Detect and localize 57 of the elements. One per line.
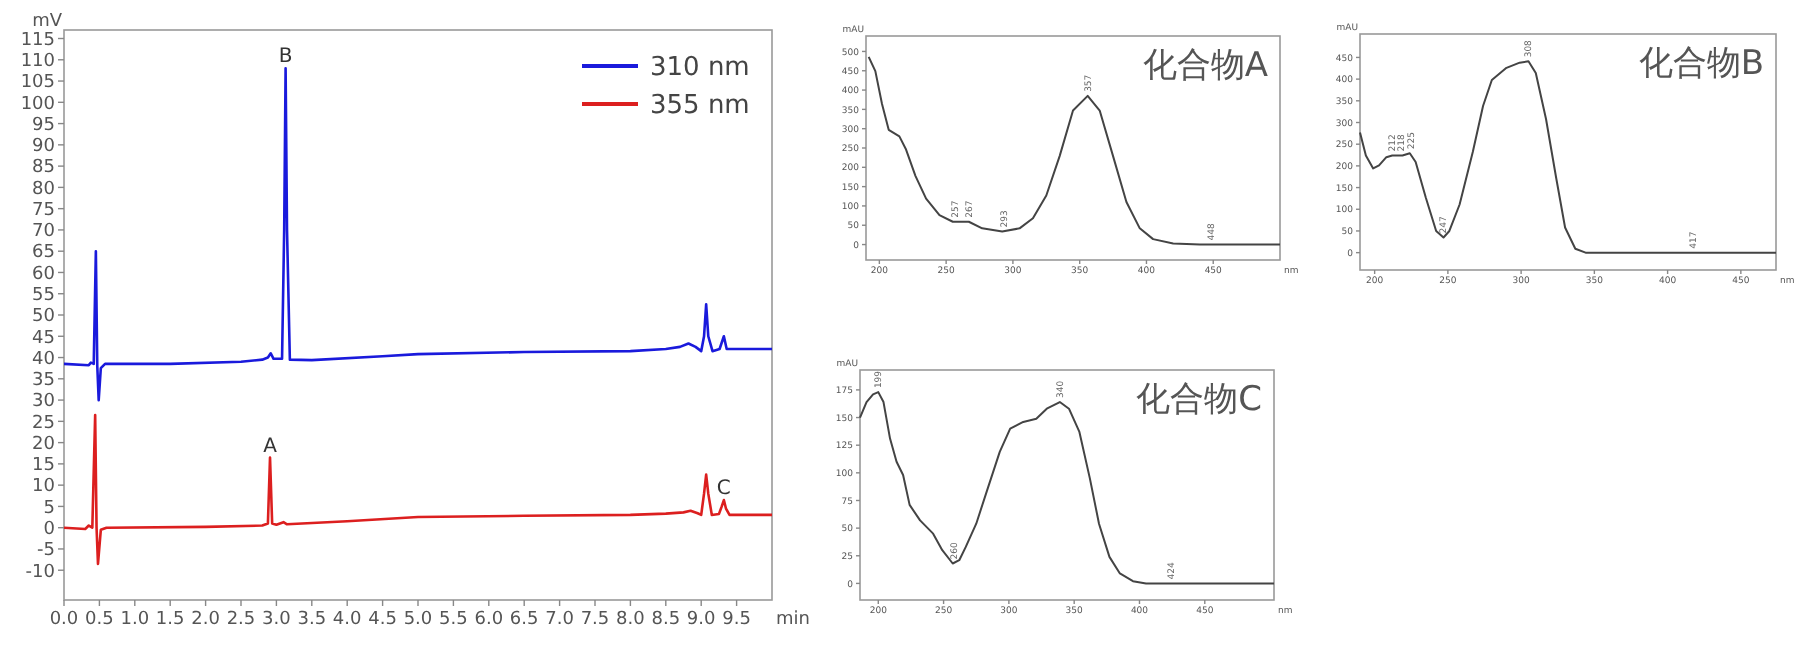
- y-tick-label: 45: [32, 328, 55, 349]
- legend-label: 355 nm: [650, 91, 750, 121]
- y-tick-label: 115: [20, 30, 55, 51]
- y-tick-label: -5: [37, 541, 55, 562]
- y-axis-title: mV: [32, 12, 64, 32]
- y-tick-label: 0: [43, 519, 56, 540]
- x-tick-label: 6.5: [509, 610, 539, 630]
- y-tick-label: -10: [25, 562, 56, 583]
- legend-label: 310 nm: [650, 53, 750, 83]
- x-axis-title: min: [776, 610, 810, 630]
- x-tick-label: 3.0: [262, 610, 292, 630]
- y-tick-label: 100: [20, 94, 56, 115]
- y-tick-label: 50: [32, 307, 56, 328]
- x-tick-label: 5.0: [403, 610, 433, 630]
- y-tick-label: 40: [32, 349, 56, 370]
- x-tick-label: 5.5: [439, 610, 468, 630]
- line-series: [62, 413, 774, 566]
- y-tick-label: 105: [20, 73, 55, 94]
- chart-title: 化合物B: [1638, 44, 1764, 84]
- annotation: A: [263, 435, 278, 458]
- y-tick-label: 60: [32, 264, 56, 285]
- annotation: C: [716, 478, 731, 501]
- y-tick-label: 75: [32, 200, 55, 221]
- y-tick-label: 15: [32, 456, 55, 477]
- x-tick-label: 4.5: [368, 610, 397, 630]
- x-tick-label: 1.5: [155, 610, 185, 630]
- x-tick-label: 8.0: [616, 610, 646, 630]
- y-tick-label: 5: [43, 498, 55, 519]
- x-tick-label: 2.5: [226, 610, 256, 630]
- y-tick-label: 90: [32, 137, 56, 158]
- x-tick-label: 2.0: [191, 610, 221, 630]
- x-tick-label: 7.0: [545, 610, 575, 630]
- x-tick-label: 6.0: [474, 610, 504, 630]
- y-tick-label: 25: [32, 413, 55, 434]
- x-tick-label: 9.0: [686, 610, 717, 630]
- x-tick-label: 9.5: [722, 610, 751, 630]
- y-tick-label: 65: [32, 243, 55, 264]
- x-tick-label: 8.5: [651, 610, 681, 630]
- x-tick-label: 0.0: [49, 610, 79, 630]
- annotation: B: [278, 46, 293, 69]
- y-tick-label: 55: [32, 286, 55, 307]
- x-tick-label: 0.5: [85, 610, 114, 630]
- y-tick-label: 95: [32, 115, 55, 136]
- x-tick-label: 3.5: [297, 610, 327, 630]
- x-tick-label: 4.0: [332, 610, 363, 630]
- y-tick-label: 85: [32, 158, 55, 179]
- y-tick-label: 70: [32, 222, 56, 243]
- y-tick-label: 20: [32, 434, 56, 455]
- chart-title: 化合物C: [1136, 380, 1262, 420]
- y-tick-label: 110: [20, 52, 56, 73]
- y-tick-label: 10: [32, 477, 56, 498]
- y-tick-label: 35: [32, 371, 55, 392]
- x-tick-label: 7.5: [580, 610, 610, 630]
- y-tick-label: 80: [32, 179, 56, 200]
- chart-title: 化合物A: [1142, 46, 1269, 86]
- x-tick-label: 1.0: [120, 610, 150, 630]
- y-tick-label: 30: [32, 392, 56, 413]
